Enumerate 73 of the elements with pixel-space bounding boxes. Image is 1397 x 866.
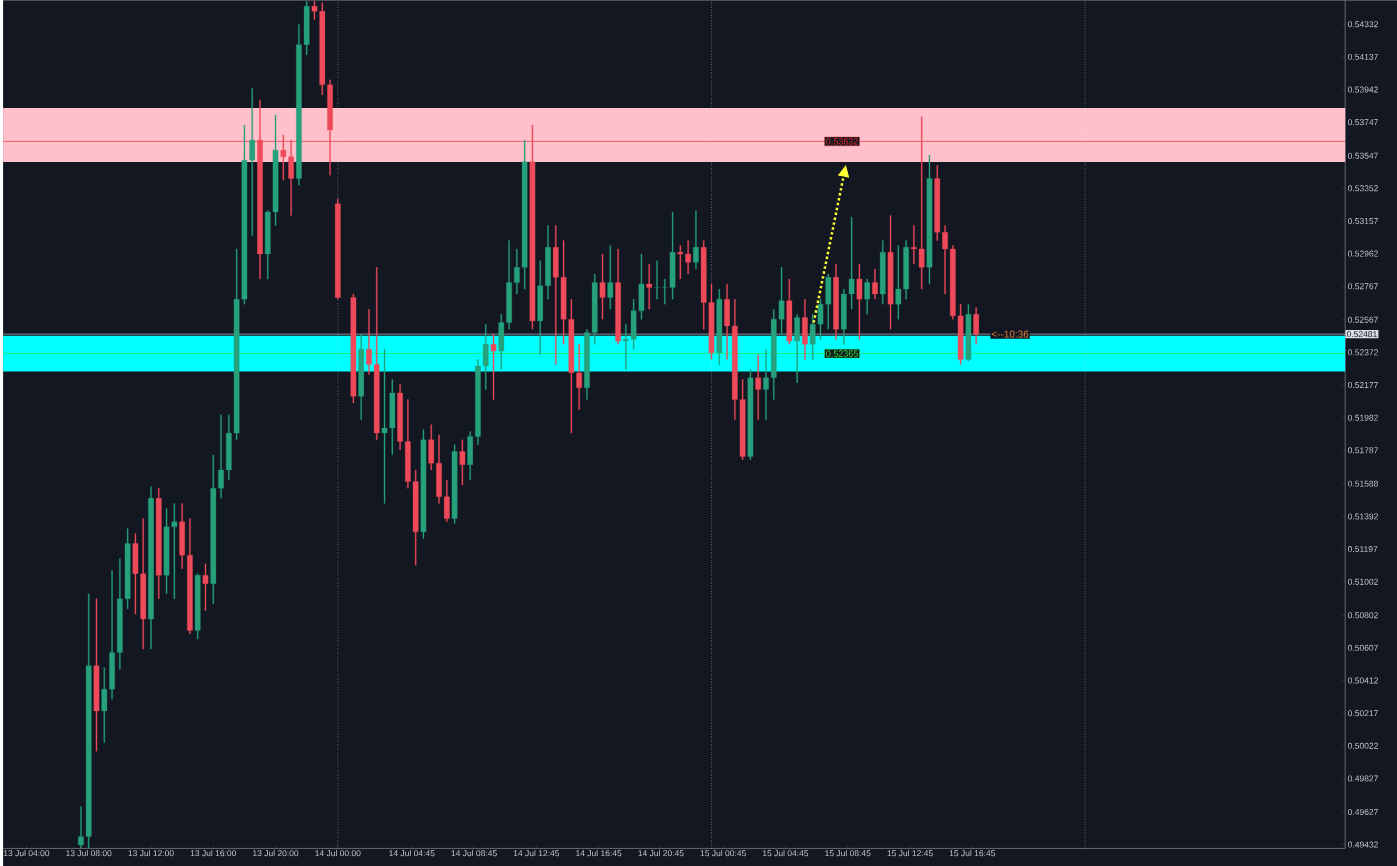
y-tick-label: 0.49627 — [1348, 808, 1378, 815]
annotation: <--10:36 — [991, 330, 1029, 338]
x-tick-label: 15 Jul 12:45 — [887, 849, 933, 856]
x-tick-label: 15 Jul 16:45 — [949, 849, 996, 856]
candlestick — [93, 598, 100, 752]
candlestick — [148, 486, 154, 649]
candlestick — [335, 198, 341, 300]
candlestick — [802, 298, 808, 360]
x-tick-label: 13 Jul 16:00 — [190, 849, 237, 856]
y-tick-label: 0.50412 — [1348, 677, 1378, 684]
candlestick — [864, 278, 870, 315]
candlestick — [786, 278, 793, 345]
candlestick — [887, 215, 894, 330]
x-tick-label: 14 Jul 16:45 — [576, 849, 622, 856]
y-tick-label: 0.52177 — [1348, 381, 1378, 388]
x-tick-label: 13 Jul 12:00 — [128, 849, 174, 856]
x-tick-label: 14 Jul 20:45 — [638, 849, 684, 856]
y-tick-label: 0.51982 — [1348, 414, 1378, 421]
candlestick — [926, 154, 933, 285]
y-tick-label: 0.50802 — [1348, 612, 1378, 619]
y-tick-label: 0.50022 — [1348, 742, 1378, 749]
y-tick-label: 0.53547 — [1348, 152, 1378, 159]
y-tick-label: 0.53747 — [1348, 118, 1378, 125]
x-tick-label: 14 Jul 12:45 — [513, 849, 560, 856]
candlestick — [755, 354, 761, 420]
candlestick — [155, 487, 162, 599]
candlestick — [202, 563, 209, 611]
ref-line-label: 0.53632 — [826, 138, 858, 145]
candlestick — [693, 210, 699, 269]
candlestick — [973, 307, 979, 345]
candlestick — [661, 278, 668, 305]
x-tick-label: 15 Jul 00:45 — [700, 849, 746, 856]
y-tick-label: 0.53352 — [1348, 185, 1378, 192]
y-tick-label: 0.51002 — [1348, 578, 1378, 585]
y-tick-label: 0.52962 — [1348, 250, 1378, 257]
x-tick-label: 15 Jul 04:45 — [762, 849, 809, 856]
candlestick — [794, 313, 800, 383]
y-tick-label: 0.49432 — [1348, 841, 1378, 848]
x-tick-label: 13 Jul 20:00 — [253, 849, 299, 856]
y-tick-label: 0.50607 — [1348, 644, 1378, 651]
y-tick-label: 0.54137 — [1348, 53, 1378, 60]
candlestick — [724, 283, 730, 360]
candlestick — [179, 503, 185, 569]
x-tick-label: 13 Jul 04:00 — [3, 849, 50, 856]
ref-line-label: 0.52481 — [1346, 330, 1377, 337]
candlestick — [187, 518, 193, 634]
candlestick — [965, 303, 972, 362]
ref-line-label: 0.52365 — [826, 350, 858, 357]
x-tick-label: 13 Jul 08:00 — [66, 849, 112, 856]
y-tick-label: 0.51787 — [1348, 447, 1378, 454]
y-tick-label: 0.53157 — [1348, 217, 1378, 224]
candlestick — [257, 99, 263, 279]
y-tick-label: 0.49827 — [1348, 775, 1378, 782]
x-tick-label: 14 Jul 04:45 — [389, 849, 435, 856]
y-tick-label: 0.53942 — [1348, 86, 1378, 93]
candlestick — [194, 573, 201, 639]
candlestick — [833, 263, 839, 340]
y-tick-label: 0.50217 — [1348, 709, 1378, 716]
y-tick-label: 0.51588 — [1348, 480, 1378, 487]
candlestick — [872, 268, 878, 300]
y-tick-label: 0.52767 — [1348, 283, 1378, 290]
candlestick — [879, 240, 886, 305]
y-tick-label: 0.54332 — [1348, 21, 1378, 28]
x-tick-label: 15 Jul 08:45 — [825, 849, 871, 856]
candlestick — [716, 288, 723, 365]
x-tick-label: 14 Jul 00:00 — [315, 849, 361, 856]
candlestick — [747, 369, 754, 460]
y-tick-label: 0.52372 — [1348, 349, 1378, 356]
candlestick — [856, 263, 863, 340]
y-tick-label: 0.51197 — [1348, 545, 1378, 552]
x-tick-label: 14 Jul 08:45 — [451, 849, 497, 856]
y-tick-label: 0.52567 — [1348, 316, 1378, 323]
y-tick-label: 0.51392 — [1348, 513, 1378, 520]
